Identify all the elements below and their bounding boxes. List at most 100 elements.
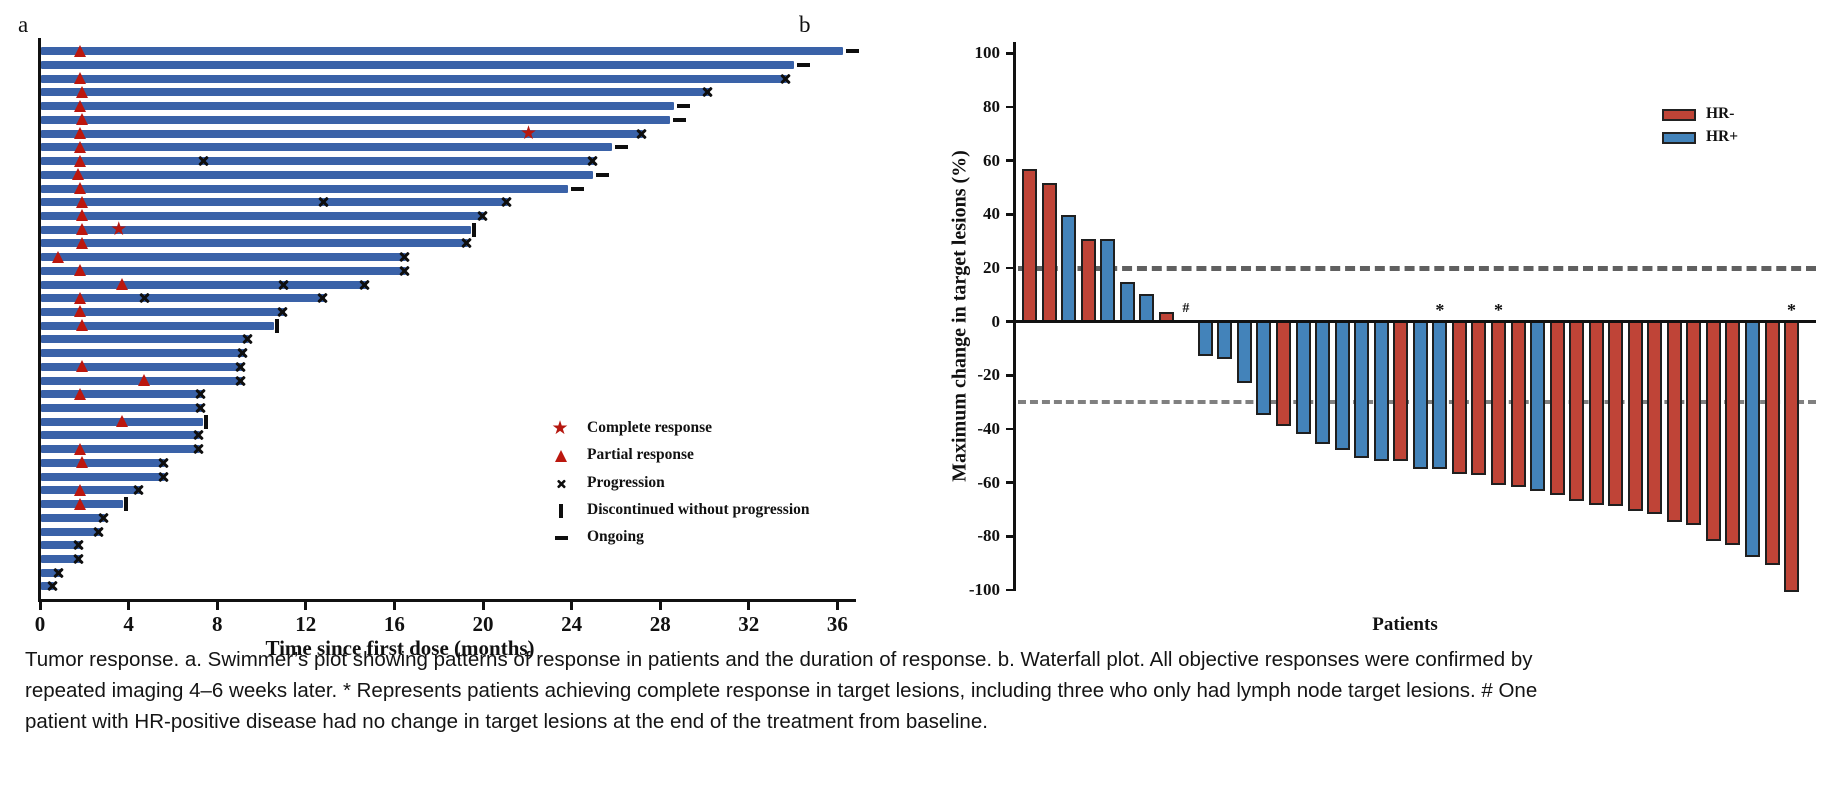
waterfall-y-tick	[1006, 266, 1013, 270]
partial-response-marker	[73, 72, 86, 85]
swimmer-x-axis	[38, 599, 856, 602]
waterfall-bar	[1197, 320, 1213, 356]
swimmer-x-tick-label: 8	[211, 612, 223, 636]
ongoing-marker	[615, 145, 629, 150]
waterfall-y-tick-label: 0	[991, 311, 1001, 331]
swimmer-bar	[41, 225, 471, 234]
partial-response-marker	[73, 264, 86, 277]
discontinued-marker	[471, 222, 476, 237]
waterfall-y-tick	[1006, 159, 1013, 162]
swimmer-bar	[41, 513, 106, 522]
waterfall-bar	[1373, 320, 1389, 461]
waterfall-y-tick-label: -100	[968, 580, 1000, 599]
partial-response-marker	[71, 168, 84, 181]
waterfall-bar	[1510, 320, 1526, 488]
waterfall-y-tick	[1006, 535, 1013, 538]
partial-response-marker	[76, 236, 89, 249]
swimmer-bar	[41, 554, 81, 563]
waterfall-y-tick-label: 40	[983, 204, 1000, 224]
no-change-hash: #	[1182, 301, 1190, 316]
partial-response-marker	[73, 291, 86, 304]
swimmer-x-tick-label: 32	[738, 612, 760, 636]
waterfall-bar	[1139, 294, 1155, 323]
partial-response-marker	[73, 154, 86, 167]
swimmer-bar	[41, 294, 325, 303]
waterfall-y-tick	[1006, 374, 1013, 377]
swimmer-bar	[41, 472, 166, 481]
swimmer-bar	[41, 362, 243, 371]
waterfall-bar	[1686, 320, 1702, 525]
waterfall-x-axis-title: Patients	[1372, 614, 1438, 635]
swimmer-x-tick	[127, 602, 131, 610]
legend-item-label: HR+	[1706, 128, 1739, 145]
legend-item-label: Progression	[587, 473, 665, 491]
waterfall-bar	[1569, 320, 1585, 501]
swimmer-bar	[41, 568, 61, 577]
swimmer-bar	[41, 266, 407, 275]
waterfall-y-tick	[1006, 320, 1013, 323]
partial-response-marker	[73, 44, 86, 57]
waterfall-y-tick	[1006, 105, 1013, 109]
waterfall-bar	[1530, 320, 1546, 492]
swimmer-x-tick-label: 36	[826, 612, 848, 636]
waterfall-bar	[1744, 320, 1760, 558]
waterfall-y-tick-label: 20	[983, 258, 1000, 278]
waterfall-bar	[1256, 320, 1272, 415]
partial-response-marker	[76, 195, 89, 208]
legend-item-label: Discontinued without progression	[587, 500, 810, 518]
panel-a-label: a	[18, 12, 29, 37]
waterfall-y-tick	[1006, 481, 1013, 484]
waterfall-bar	[1471, 320, 1487, 476]
waterfall-bar	[1451, 320, 1467, 474]
complete-response-marker: ★	[520, 121, 538, 144]
waterfall-y-tick-label: -40	[977, 419, 1000, 439]
swimmer-x-axis-title: Time since first dose (months)	[265, 636, 535, 660]
swimmer-bar	[41, 129, 644, 138]
waterfall-bar	[1276, 320, 1292, 426]
waterfall-bar	[1354, 320, 1370, 458]
swimmer-bar	[41, 61, 795, 70]
waterfall-bar	[1549, 320, 1565, 496]
waterfall-y-tick	[1006, 52, 1013, 55]
waterfall-bar	[1119, 282, 1135, 323]
swimmer-bar	[41, 239, 469, 248]
ongoing-marker	[797, 63, 811, 68]
swimmer-bar	[41, 143, 613, 152]
swimmer-bar	[41, 47, 843, 56]
swimmer-x-tick-label: 16	[383, 612, 405, 636]
swimmer-x-tick-label: 24	[561, 612, 583, 636]
swimmer-x-tick-label: 0	[34, 612, 46, 636]
swimmer-bar	[41, 102, 675, 111]
swimmer-bar	[41, 157, 595, 166]
ongoing-marker	[677, 104, 691, 109]
swimmer-bar	[41, 541, 81, 550]
waterfall-bar	[1022, 169, 1037, 323]
legend-partial-response-icon	[555, 449, 567, 462]
swimmer-x-tick	[304, 602, 308, 610]
waterfall-bar	[1080, 239, 1096, 323]
swimmer-bar	[41, 458, 166, 467]
swimmer-bar	[41, 445, 201, 454]
waterfall-y-tick-label: -60	[977, 472, 1000, 492]
waterfall-y-tick	[1006, 213, 1013, 216]
waterfall-bar	[1217, 320, 1233, 359]
swimmer-x-tick-label: 4	[123, 612, 134, 636]
partial-response-marker	[76, 85, 89, 98]
waterfall-bar	[1647, 320, 1663, 515]
swimmer-bar	[41, 390, 203, 399]
swimmer-x-tick	[215, 602, 219, 610]
waterfall-bar	[1393, 320, 1409, 461]
swimmer-bar	[41, 115, 671, 124]
discontinued-marker	[123, 497, 128, 512]
swimmer-bar	[41, 280, 367, 289]
complete-response-asterisk: *	[1787, 300, 1797, 320]
legend-ongoing-icon	[554, 536, 568, 541]
waterfall-bar	[1334, 320, 1350, 450]
legend-item-label: Ongoing	[587, 528, 644, 546]
swimmer-bar	[41, 431, 201, 440]
waterfall-bar	[1295, 320, 1311, 434]
partial-response-marker	[73, 387, 86, 400]
waterfall-bar	[1061, 215, 1077, 323]
